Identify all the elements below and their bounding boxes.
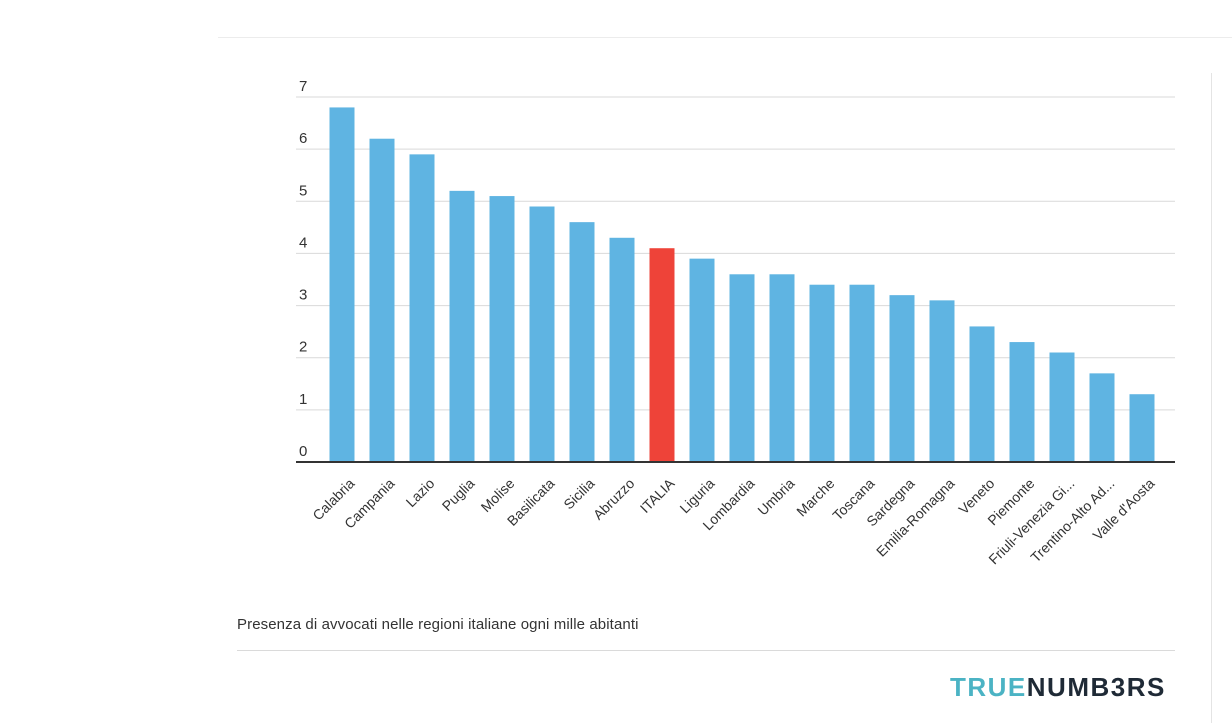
bar <box>889 295 915 462</box>
y-tick-label: 5 <box>299 182 307 199</box>
bars <box>329 107 1155 463</box>
caption-divider <box>237 650 1175 651</box>
y-tick-label: 4 <box>299 234 307 251</box>
bar <box>1089 373 1115 462</box>
x-tick-label: Umbria <box>754 475 797 518</box>
x-tick-label: Abruzzo <box>590 475 638 523</box>
top-divider <box>218 37 1232 38</box>
bar <box>529 206 555 462</box>
bar <box>849 284 875 462</box>
brand-logo-part2: NUMB3RS <box>1026 672 1166 702</box>
x-tick-label: ITALIA <box>637 475 678 516</box>
y-tick-label: 2 <box>299 339 307 356</box>
bar <box>1129 394 1155 462</box>
side-divider <box>1211 73 1212 723</box>
bar <box>449 190 475 462</box>
y-tick-label: 3 <box>299 287 307 304</box>
bar <box>969 326 995 462</box>
bar <box>769 274 795 462</box>
bar <box>1049 352 1075 462</box>
bar <box>489 196 515 463</box>
bar <box>929 300 955 462</box>
y-axis-ticks: 0 1 2 3 4 5 6 7 <box>299 78 307 460</box>
x-tick-label: Sicilia <box>560 475 597 512</box>
bar <box>809 284 835 462</box>
x-tick-label: Lazio <box>402 475 437 510</box>
y-tick-label: 0 <box>299 443 307 460</box>
bar <box>729 274 755 462</box>
y-tick-label: 7 <box>299 78 307 95</box>
chart-caption: Presenza di avvocati nelle regioni itali… <box>237 616 639 633</box>
brand-logo: TRUENUMB3RS <box>950 672 1166 703</box>
bar <box>369 138 395 462</box>
bar <box>609 237 635 462</box>
y-tick-label: 6 <box>299 130 307 147</box>
bar <box>409 154 435 462</box>
bar <box>689 258 715 462</box>
bar <box>1009 342 1035 462</box>
bar <box>649 248 675 462</box>
brand-logo-part1: TRUE <box>950 672 1027 702</box>
x-tick-label: Puglia <box>439 475 478 514</box>
bar <box>569 222 595 462</box>
bar <box>329 107 355 462</box>
y-tick-label: 1 <box>299 391 307 408</box>
